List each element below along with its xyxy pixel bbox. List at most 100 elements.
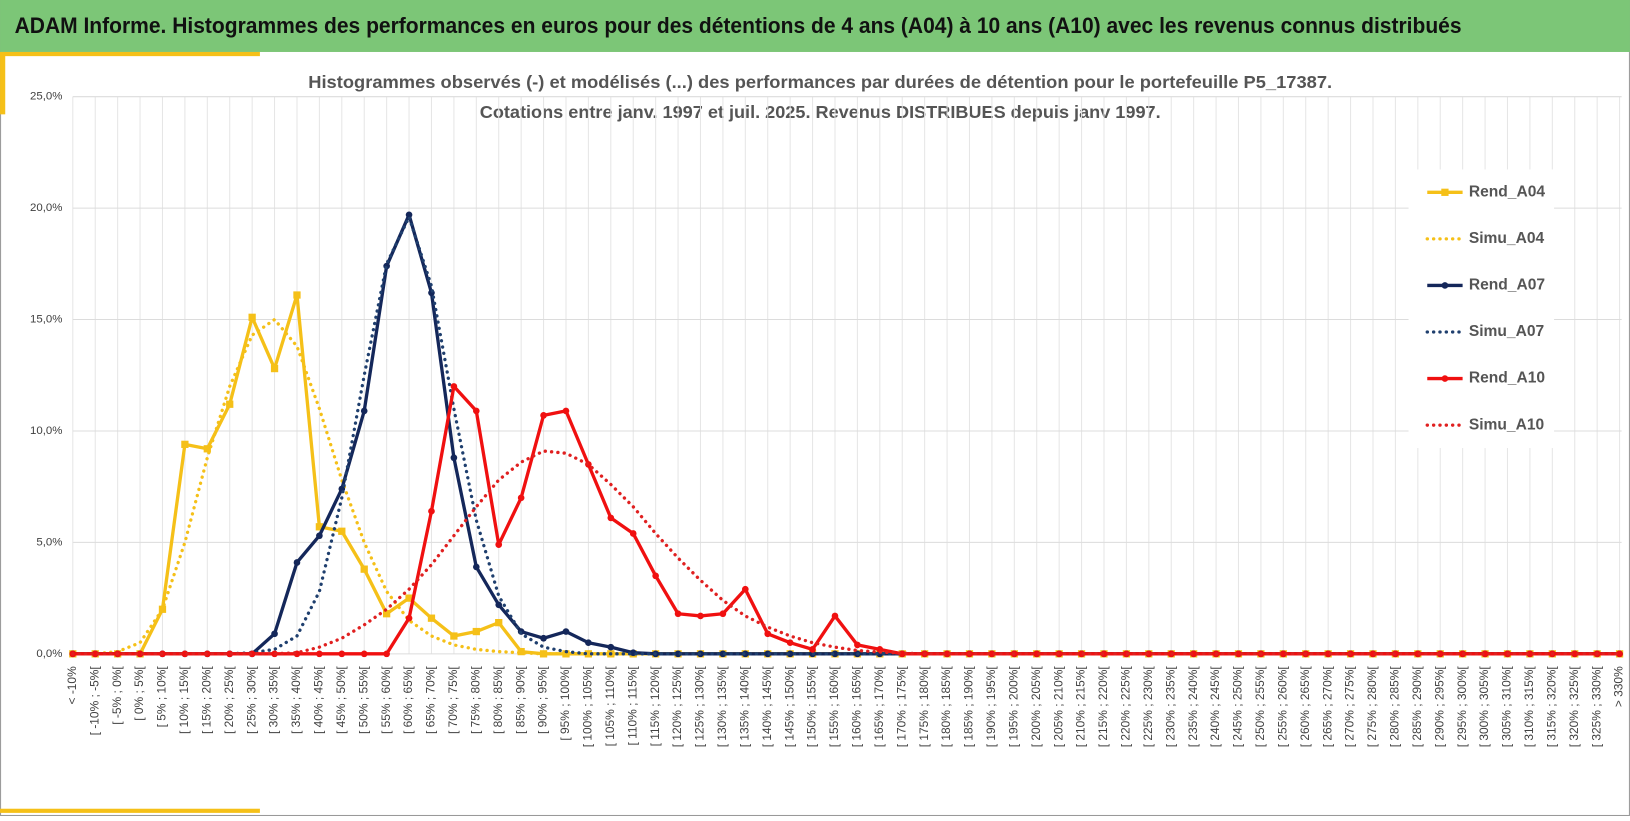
point: [719, 610, 727, 618]
legend-label: Simu_A07: [1469, 323, 1544, 340]
x-tick-label: [ 190% ; 195%[: [984, 666, 998, 748]
x-tick-label: < -10%: [65, 666, 79, 705]
x-tick-label: [ 75% ; 80%[: [468, 666, 482, 734]
point: [1616, 650, 1623, 658]
point: [271, 630, 278, 638]
x-tick-label: [ 300% ; 305%[: [1477, 666, 1491, 748]
x-tick-label: [ 195% ; 200%[: [1006, 666, 1020, 748]
point: [405, 614, 413, 622]
point: [293, 559, 301, 566]
point: [764, 630, 772, 638]
point: [1571, 650, 1579, 658]
point: [338, 650, 346, 658]
point: [270, 364, 279, 373]
x-tick-label: [ 325% ; 330%[: [1589, 666, 1603, 748]
x-tick-label: [ 285% ; 290%[: [1410, 666, 1424, 748]
x-tick-label: [ 35% ; 40%[: [289, 666, 303, 734]
chart-title: Histogrammes observés (-) et modélisés (…: [308, 72, 1332, 92]
point: [316, 650, 323, 658]
point: [540, 412, 547, 419]
point: [203, 445, 211, 453]
point: [1235, 650, 1242, 658]
point: [540, 634, 547, 642]
point: [629, 530, 637, 537]
point: [450, 632, 458, 640]
x-tick-label: [ 120% ; 125%[: [670, 666, 684, 748]
legend-marker: [1441, 282, 1449, 289]
point: [674, 650, 682, 658]
x-tick-label: [ 280% ; 285%[: [1388, 666, 1402, 748]
x-tick-label: [ 205% ; 210%[: [1051, 666, 1065, 748]
point: [450, 383, 458, 390]
y-tick-label: 15,0%: [30, 314, 62, 326]
legend-label: Simu_A10: [1469, 416, 1545, 433]
x-tick-label: [ -10% ; -5%[: [87, 666, 101, 736]
x-tick-label: [ 155% ; 160%[: [827, 666, 841, 748]
point: [472, 627, 480, 636]
x-tick-label: [ 240% ; 245%[: [1208, 666, 1222, 748]
x-tick-label: [ 50% ; 55%[: [356, 666, 370, 734]
legend-label: Rend_A07: [1469, 277, 1545, 294]
point: [427, 614, 436, 622]
x-tick-label: [ 110% ; 115%[: [625, 666, 639, 746]
x-tick-label: [ 175% ; 180%[: [917, 666, 931, 748]
x-tick-label: [ 160% ; 165%[: [850, 666, 864, 748]
point: [697, 612, 704, 620]
x-tick-label: [ 5% ; 10%[: [155, 666, 169, 728]
y-tick-label: 0,0%: [36, 648, 62, 660]
x-tick-label: [ 90% ; 95%[: [536, 666, 550, 734]
y-tick-label: 20,0%: [30, 202, 62, 214]
point: [607, 514, 615, 522]
chart-subtitle: Cotations entre janv. 1997 et juil. 2025…: [480, 102, 1161, 122]
point: [181, 650, 189, 658]
x-tick-label: [ 60% ; 65%[: [401, 666, 415, 734]
point: [809, 646, 816, 653]
x-tick-label: [ 105% ; 110%[: [603, 666, 617, 747]
x-tick-label: [ 125% ; 130%[: [693, 666, 707, 748]
x-tick-label: [ 315% ; 320%[: [1544, 666, 1558, 748]
x-tick-label: [ 165% ; 170%[: [872, 666, 886, 748]
point: [1190, 650, 1197, 658]
point: [1369, 650, 1377, 658]
point: [450, 454, 458, 462]
point: [405, 594, 413, 602]
point: [1145, 650, 1153, 658]
point: [495, 618, 503, 627]
x-tick-label: [ 320% ; 325%[: [1567, 666, 1581, 748]
x-tick-label: [ 15% ; 20%[: [199, 666, 213, 734]
accent: [0, 51, 6, 115]
x-tick-label: [ 85% ; 90%[: [513, 666, 527, 734]
point: [181, 440, 189, 448]
x-tick-label: [ 225% ; 230%[: [1141, 666, 1155, 748]
point: [383, 650, 390, 658]
x-tick-label: [ 215% ; 220%[: [1096, 666, 1110, 748]
point: [562, 628, 570, 635]
x-tick-label: [ 290% ; 295%[: [1432, 666, 1446, 748]
x-tick-label: [ 100% ; 105%[: [581, 666, 595, 748]
point: [428, 507, 435, 515]
point: [360, 565, 368, 573]
x-tick-label: [ -5% ; 0%[: [110, 666, 124, 725]
legend-marker: [1441, 375, 1449, 382]
point: [607, 643, 615, 651]
point: [943, 650, 951, 658]
point: [248, 650, 256, 658]
point: [1324, 650, 1332, 658]
point: [719, 650, 727, 658]
legend-marker: [1441, 188, 1449, 196]
point: [1481, 650, 1489, 658]
legend-label: Rend_A04: [1469, 183, 1546, 200]
x-tick-label: > 330%: [1612, 666, 1626, 707]
point: [360, 407, 368, 415]
x-tick-label: [ 20% ; 25%[: [222, 666, 236, 734]
x-tick-label: [ 255% ; 260%[: [1275, 666, 1289, 748]
point: [495, 541, 503, 548]
point: [226, 400, 234, 408]
point: [854, 641, 861, 649]
x-tick-label: [ 245% ; 250%[: [1231, 666, 1245, 748]
point: [585, 639, 592, 647]
point: [988, 650, 996, 658]
point: [562, 407, 570, 415]
point: [383, 610, 391, 618]
